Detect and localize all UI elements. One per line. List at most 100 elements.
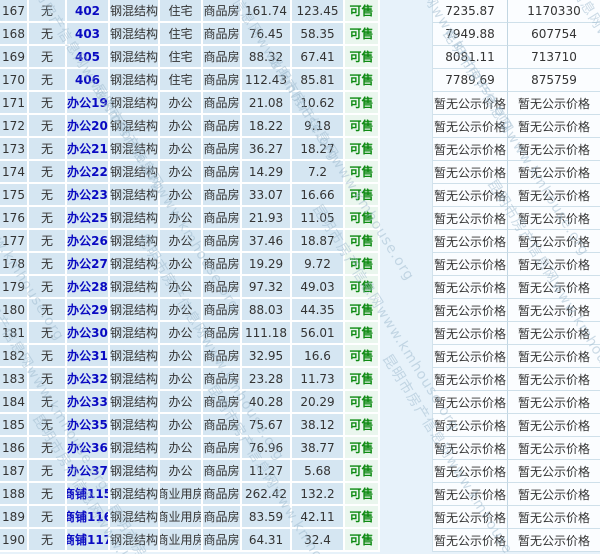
- room-number-link[interactable]: 办公35: [67, 414, 110, 437]
- status-badge: 可售: [345, 322, 380, 345]
- room-number-link[interactable]: 办公30: [67, 322, 110, 345]
- sale-limit-cell: 无: [29, 368, 67, 391]
- table-row: 170 无 406 钢混结构 住宅 商品房 112.43 85.81 可售: [0, 69, 380, 92]
- built-area-cell: 64.31: [242, 529, 292, 552]
- room-number-link[interactable]: 办公23: [67, 184, 110, 207]
- inner-area-cell: 11.05: [292, 207, 345, 230]
- room-number-link[interactable]: 403: [67, 23, 110, 46]
- unit-price-cell: 暂无公示价格: [433, 483, 508, 506]
- price-row: 暂无公示价格 暂无公示价格: [433, 115, 600, 138]
- room-number-link[interactable]: 办公25: [67, 207, 110, 230]
- structure-cell: 钢混结构: [110, 483, 160, 506]
- listing-table-left: 167 无 402 钢混结构 住宅 商品房 161.74 123.45 可售 168 无 403 钢混结…: [0, 0, 380, 552]
- sale-limit-cell: 无: [29, 115, 67, 138]
- total-price-cell: 713710: [508, 46, 600, 69]
- table-row: 169 无 405 钢混结构 住宅 商品房 88.32 67.41 可售: [0, 46, 380, 69]
- total-price-cell: 暂无公示价格: [508, 345, 600, 368]
- room-number-link[interactable]: 办公36: [67, 437, 110, 460]
- unit-price-cell: 暂无公示价格: [433, 529, 508, 552]
- room-number-link[interactable]: 办公26: [67, 230, 110, 253]
- structure-cell: 钢混结构: [110, 368, 160, 391]
- room-number-link[interactable]: 商铺115: [67, 483, 110, 506]
- sale-limit-cell: 无: [29, 23, 67, 46]
- status-badge: 可售: [345, 69, 380, 92]
- status-badge: 可售: [345, 207, 380, 230]
- property-type-cell: 商品房: [203, 92, 242, 115]
- status-badge: 可售: [345, 276, 380, 299]
- room-number-link[interactable]: 办公37: [67, 460, 110, 483]
- built-area-cell: 83.59: [242, 506, 292, 529]
- price-row: 暂无公示价格 暂无公示价格: [433, 92, 600, 115]
- total-price-cell: 暂无公示价格: [508, 506, 600, 529]
- row-number-cell: 170: [0, 69, 29, 92]
- price-row: 暂无公示价格 暂无公示价格: [433, 506, 600, 529]
- room-number-link[interactable]: 办公27: [67, 253, 110, 276]
- room-number-link[interactable]: 办公22: [67, 161, 110, 184]
- room-number-link[interactable]: 办公20: [67, 115, 110, 138]
- inner-area-cell: 20.29: [292, 391, 345, 414]
- row-number-cell: 180: [0, 299, 29, 322]
- structure-cell: 钢混结构: [110, 207, 160, 230]
- price-row: 7949.88 607754: [433, 23, 600, 46]
- room-number-link[interactable]: 406: [67, 69, 110, 92]
- property-type-cell: 商品房: [203, 368, 242, 391]
- sale-limit-cell: 无: [29, 276, 67, 299]
- usage-cell: 办公: [160, 414, 203, 437]
- room-number-link[interactable]: 办公21: [67, 138, 110, 161]
- built-area-cell: 88.32: [242, 46, 292, 69]
- property-type-cell: 商品房: [203, 69, 242, 92]
- row-number-cell: 183: [0, 368, 29, 391]
- room-number-link[interactable]: 402: [67, 0, 110, 23]
- property-type-cell: 商品房: [203, 230, 242, 253]
- total-price-cell: 607754: [508, 23, 600, 46]
- price-row: 暂无公示价格 暂无公示价格: [433, 184, 600, 207]
- price-row: 暂无公示价格 暂无公示价格: [433, 230, 600, 253]
- room-number-link[interactable]: 办公31: [67, 345, 110, 368]
- inner-area-cell: 85.81: [292, 69, 345, 92]
- structure-cell: 钢混结构: [110, 161, 160, 184]
- unit-price-cell: 暂无公示价格: [433, 322, 508, 345]
- total-price-cell: 暂无公示价格: [508, 92, 600, 115]
- status-badge: 可售: [345, 460, 380, 483]
- price-row: 8081.11 713710: [433, 46, 600, 69]
- unit-price-cell: 暂无公示价格: [433, 345, 508, 368]
- structure-cell: 钢混结构: [110, 138, 160, 161]
- inner-area-cell: 49.03: [292, 276, 345, 299]
- price-row: 暂无公示价格 暂无公示价格: [433, 322, 600, 345]
- room-number-link[interactable]: 商铺116: [67, 506, 110, 529]
- property-type-cell: 商品房: [203, 253, 242, 276]
- usage-cell: 办公: [160, 207, 203, 230]
- built-area-cell: 21.08: [242, 92, 292, 115]
- sale-limit-cell: 无: [29, 483, 67, 506]
- usage-cell: 商业用房: [160, 483, 203, 506]
- property-type-cell: 商品房: [203, 483, 242, 506]
- room-number-link[interactable]: 办公29: [67, 299, 110, 322]
- structure-cell: 钢混结构: [110, 115, 160, 138]
- row-number-cell: 185: [0, 414, 29, 437]
- unit-price-cell: 暂无公示价格: [433, 207, 508, 230]
- table-row: 182 无办公31 钢混结构 办公 商品房 32.95 16.6 可售: [0, 345, 380, 368]
- inner-area-cell: 42.11: [292, 506, 345, 529]
- room-number-link[interactable]: 商铺117: [67, 529, 110, 552]
- usage-cell: 办公: [160, 161, 203, 184]
- table-row: 178 无办公27 钢混结构 办公 商品房 19.29 9.72 可售: [0, 253, 380, 276]
- table-row: 175 无办公23 钢混结构 办公 商品房 33.07 16.66 可售: [0, 184, 380, 207]
- sale-limit-cell: 无: [29, 69, 67, 92]
- built-area-cell: 76.96: [242, 437, 292, 460]
- property-type-cell: 商品房: [203, 529, 242, 552]
- inner-area-cell: 16.6: [292, 345, 345, 368]
- room-number-link[interactable]: 405: [67, 46, 110, 69]
- usage-cell: 办公: [160, 276, 203, 299]
- room-number-link[interactable]: 办公32: [67, 368, 110, 391]
- price-row: 暂无公示价格 暂无公示价格: [433, 138, 600, 161]
- status-badge: 可售: [345, 23, 380, 46]
- room-number-link[interactable]: 办公33: [67, 391, 110, 414]
- table-row: 180 无办公29 钢混结构 办公 商品房 88.03 44.35 可售: [0, 299, 380, 322]
- total-price-cell: 暂无公示价格: [508, 368, 600, 391]
- room-number-link[interactable]: 办公28: [67, 276, 110, 299]
- inner-area-cell: 38.77: [292, 437, 345, 460]
- row-number-cell: 171: [0, 92, 29, 115]
- total-price-cell: 暂无公示价格: [508, 414, 600, 437]
- room-number-link[interactable]: 办公19: [67, 92, 110, 115]
